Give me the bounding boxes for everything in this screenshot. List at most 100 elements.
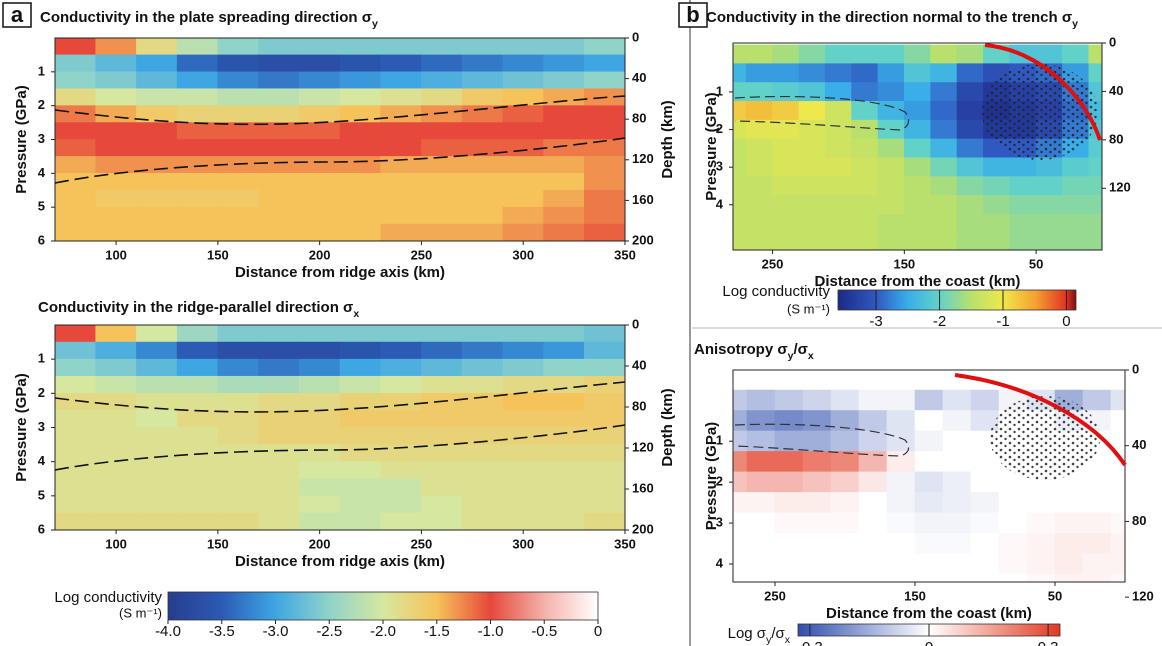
cell <box>998 492 1028 514</box>
cell <box>904 176 931 196</box>
cell <box>95 461 137 480</box>
colorbar-tick-label: 0 <box>594 623 602 640</box>
cell <box>258 38 300 56</box>
cell <box>502 71 544 90</box>
cell <box>136 105 178 123</box>
colorbar-tick-label: -1.5 <box>424 623 450 640</box>
cell <box>55 444 97 462</box>
cell <box>55 156 97 174</box>
cell <box>904 101 931 121</box>
cell <box>217 38 259 56</box>
cell <box>851 138 879 159</box>
cell <box>733 532 748 555</box>
cell <box>176 512 219 530</box>
colorbar <box>837 289 1077 311</box>
cell <box>830 532 860 555</box>
cell <box>824 44 852 64</box>
cell <box>258 223 300 241</box>
cell <box>956 82 984 102</box>
cell <box>217 156 259 174</box>
cell <box>502 88 544 106</box>
colorbar-label: Log conductivity <box>54 589 162 606</box>
cell <box>95 54 137 73</box>
cell <box>95 173 137 191</box>
cell <box>136 461 178 480</box>
cell <box>258 375 300 394</box>
cell <box>858 532 888 555</box>
cell <box>998 553 1028 575</box>
panel-label-box <box>2 2 32 28</box>
cell <box>733 573 748 582</box>
cell <box>583 341 625 360</box>
cell <box>502 410 544 428</box>
cell <box>339 206 382 225</box>
cell <box>543 512 585 530</box>
cell <box>339 325 382 343</box>
cell <box>746 471 776 493</box>
cell <box>461 495 504 514</box>
cell <box>983 213 1011 234</box>
cell <box>217 512 259 530</box>
y2-tick-label: 0 <box>632 316 639 331</box>
cell <box>543 444 585 462</box>
cell <box>998 532 1028 555</box>
colorbar-label: Log conductivity <box>722 283 830 300</box>
cell <box>904 119 931 140</box>
cell <box>217 54 259 73</box>
cell <box>798 44 826 64</box>
cell <box>1054 512 1084 534</box>
cell <box>583 139 625 157</box>
cell <box>176 223 219 241</box>
cell <box>176 206 219 225</box>
cell <box>1035 157 1063 177</box>
cell <box>380 88 422 106</box>
cell <box>733 553 748 575</box>
cell <box>258 54 300 73</box>
cell <box>298 512 341 530</box>
cell <box>824 119 852 140</box>
cell <box>851 82 879 102</box>
cell <box>217 341 259 360</box>
cell <box>298 38 341 56</box>
cell <box>95 427 137 445</box>
cell <box>733 471 748 493</box>
cell <box>956 63 984 83</box>
cell <box>942 451 972 473</box>
cell <box>136 325 178 343</box>
cell <box>904 157 931 177</box>
colorbar-tick-label: -2.5 <box>316 623 342 640</box>
cell <box>774 451 804 473</box>
cell <box>733 63 747 83</box>
chart-title-part: Conductivity in the plate spreading dire… <box>40 9 372 26</box>
cell <box>583 325 625 343</box>
cell <box>746 389 776 411</box>
cell <box>1110 573 1125 582</box>
cell <box>55 358 97 377</box>
cell <box>746 430 776 452</box>
cell <box>543 358 585 377</box>
cell <box>55 189 97 208</box>
boundary-line <box>54 95 626 126</box>
cell <box>461 325 504 343</box>
cell <box>298 223 341 241</box>
cell <box>851 101 879 121</box>
colorbar-unit: (S m⁻¹) <box>119 605 162 620</box>
cell <box>583 54 625 73</box>
cell <box>830 492 860 514</box>
cell <box>745 44 773 64</box>
cell <box>217 478 259 497</box>
cell <box>421 341 463 360</box>
cell <box>745 213 773 234</box>
colorbar-label: Log σy/σx <box>728 625 791 646</box>
cell <box>851 213 879 234</box>
cell <box>583 38 625 56</box>
cell <box>543 139 585 157</box>
cell <box>461 478 504 497</box>
y2-tick-label: 80 <box>1109 131 1123 146</box>
cell <box>914 553 944 575</box>
cell <box>583 478 625 497</box>
cell <box>176 375 219 394</box>
colorbar-tick-label: -1 <box>996 313 1009 330</box>
x-tick-label: 200 <box>309 247 331 262</box>
cell <box>1110 512 1125 534</box>
